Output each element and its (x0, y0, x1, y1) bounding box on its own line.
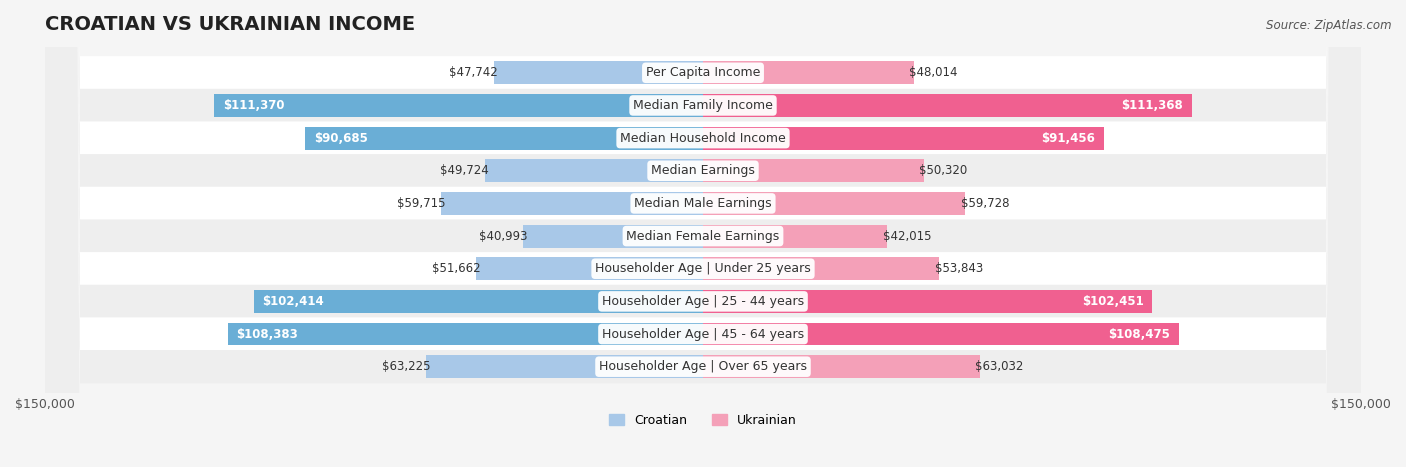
Text: $40,993: $40,993 (479, 230, 527, 242)
Bar (228, 323, 703, 346)
FancyBboxPatch shape (45, 0, 1361, 467)
Bar (703, 94, 1191, 117)
Text: $91,456: $91,456 (1042, 132, 1095, 145)
Bar (305, 127, 703, 149)
Bar (485, 159, 703, 182)
Bar (703, 355, 980, 378)
Text: $59,715: $59,715 (396, 197, 446, 210)
Text: $51,662: $51,662 (432, 262, 481, 275)
Text: Householder Age | Under 25 years: Householder Age | Under 25 years (595, 262, 811, 275)
Bar (214, 94, 703, 117)
Bar (441, 192, 703, 215)
Bar (523, 225, 703, 248)
Text: $53,843: $53,843 (935, 262, 983, 275)
Text: $50,320: $50,320 (920, 164, 967, 177)
Text: $111,368: $111,368 (1121, 99, 1182, 112)
FancyBboxPatch shape (45, 0, 1361, 467)
FancyBboxPatch shape (45, 0, 1361, 467)
Bar (703, 192, 965, 215)
Text: Median Female Earnings: Median Female Earnings (627, 230, 779, 242)
Text: Householder Age | Over 65 years: Householder Age | Over 65 years (599, 360, 807, 373)
Bar (703, 323, 1178, 346)
Text: Median Earnings: Median Earnings (651, 164, 755, 177)
Text: $49,724: $49,724 (440, 164, 489, 177)
FancyBboxPatch shape (45, 0, 1361, 467)
Text: $63,032: $63,032 (976, 360, 1024, 373)
FancyBboxPatch shape (45, 0, 1361, 467)
Legend: Croatian, Ukrainian: Croatian, Ukrainian (605, 409, 801, 432)
Text: Median Family Income: Median Family Income (633, 99, 773, 112)
FancyBboxPatch shape (45, 0, 1361, 467)
Bar (494, 61, 703, 84)
Text: Householder Age | 45 - 64 years: Householder Age | 45 - 64 years (602, 327, 804, 340)
Text: $111,370: $111,370 (224, 99, 284, 112)
Bar (426, 355, 703, 378)
Bar (703, 290, 1153, 313)
Bar (703, 257, 939, 280)
Text: CROATIAN VS UKRAINIAN INCOME: CROATIAN VS UKRAINIAN INCOME (45, 15, 415, 34)
FancyBboxPatch shape (45, 0, 1361, 467)
Bar (703, 159, 924, 182)
Bar (477, 257, 703, 280)
Text: $108,383: $108,383 (236, 327, 298, 340)
Bar (253, 290, 703, 313)
Text: $47,742: $47,742 (449, 66, 498, 79)
Bar (703, 225, 887, 248)
FancyBboxPatch shape (45, 0, 1361, 467)
Text: $102,451: $102,451 (1083, 295, 1143, 308)
Text: $90,685: $90,685 (314, 132, 368, 145)
Text: $42,015: $42,015 (883, 230, 931, 242)
Bar (703, 127, 1104, 149)
Text: $108,475: $108,475 (1108, 327, 1170, 340)
Text: Median Male Earnings: Median Male Earnings (634, 197, 772, 210)
Text: $102,414: $102,414 (263, 295, 325, 308)
Text: $48,014: $48,014 (910, 66, 957, 79)
Bar (703, 61, 914, 84)
FancyBboxPatch shape (45, 0, 1361, 467)
FancyBboxPatch shape (45, 0, 1361, 467)
Text: $59,728: $59,728 (960, 197, 1010, 210)
Text: Median Household Income: Median Household Income (620, 132, 786, 145)
Text: $63,225: $63,225 (381, 360, 430, 373)
Text: Householder Age | 25 - 44 years: Householder Age | 25 - 44 years (602, 295, 804, 308)
Text: Per Capita Income: Per Capita Income (645, 66, 761, 79)
Text: Source: ZipAtlas.com: Source: ZipAtlas.com (1267, 19, 1392, 32)
